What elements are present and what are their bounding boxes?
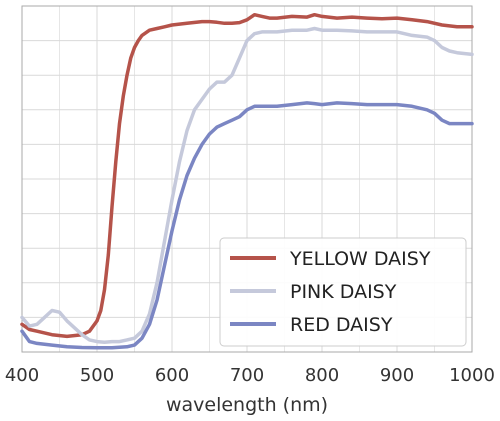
legend-label: YELLOW DAISY (289, 248, 431, 270)
series-line-red-daisy (20, 101, 474, 350)
legend-box (219, 237, 467, 347)
x-tick-labels: 400 500 600 700 800 900 1000 (5, 365, 495, 386)
x-axis-label: wavelength (nm) (166, 394, 328, 416)
x-tick-label: 700 (230, 365, 264, 386)
series-lines (20, 12, 474, 350)
x-tick-label: 400 (5, 365, 39, 386)
legend-label: RED DAISY (290, 314, 393, 336)
x-tick-label: 900 (380, 365, 414, 386)
plot-area-frame (21, 5, 473, 353)
x-tick-label: 500 (80, 365, 114, 386)
legend: YELLOW DAISY PINK DAISY RED DAISY (219, 237, 467, 347)
series-line-yellow-daisy (20, 12, 474, 339)
series-line-pink-daisy (20, 26, 474, 345)
x-tick-label: 1000 (449, 365, 495, 386)
legend-label: PINK DAISY (290, 281, 397, 303)
x-tick-label: 600 (155, 365, 189, 386)
x-tick-label: 800 (305, 365, 339, 386)
